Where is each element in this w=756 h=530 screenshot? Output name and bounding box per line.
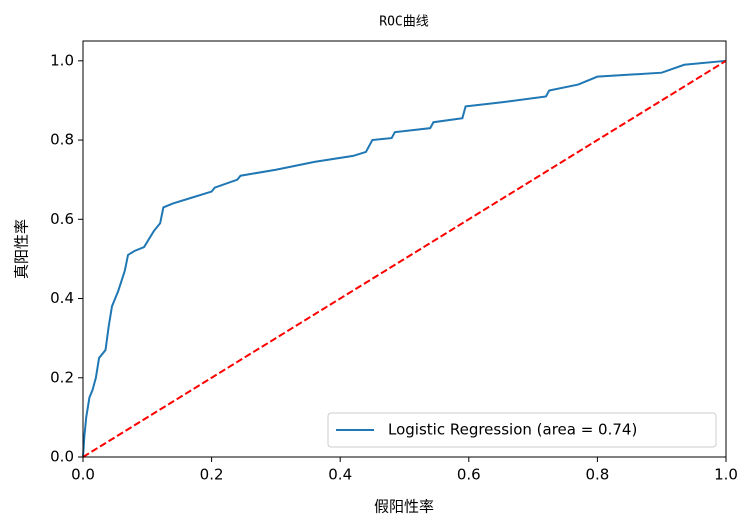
legend-box — [327, 412, 717, 448]
x-tick-label: 1.0 — [714, 466, 738, 484]
line — [82, 59, 727, 458]
y-axis-label: 真阳性率 — [13, 219, 31, 279]
x-tick-label: 0.4 — [328, 466, 352, 484]
legend-label: Logistic Regression (area = 0.74) — [388, 421, 637, 439]
y-tick-label: 0.0 — [50, 448, 74, 466]
line — [82, 59, 727, 458]
plot-frame — [82, 40, 727, 458]
y-tick-label: 0.2 — [50, 368, 74, 386]
x-tick-label: 0.8 — [585, 466, 609, 484]
y-tick-label: 0.8 — [50, 131, 74, 149]
y-tick-label: 1.0 — [50, 51, 74, 69]
x-tick-label: 0.6 — [457, 466, 481, 484]
x-tick-label: 0.0 — [71, 466, 95, 484]
y-tick-label: 0.4 — [50, 289, 74, 307]
x-tick-label: 0.2 — [200, 466, 224, 484]
chart-title: ROC曲线 — [379, 15, 428, 30]
x-axis-label: 假阳性率 — [374, 498, 434, 516]
y-tick-label: 0.6 — [50, 210, 74, 228]
